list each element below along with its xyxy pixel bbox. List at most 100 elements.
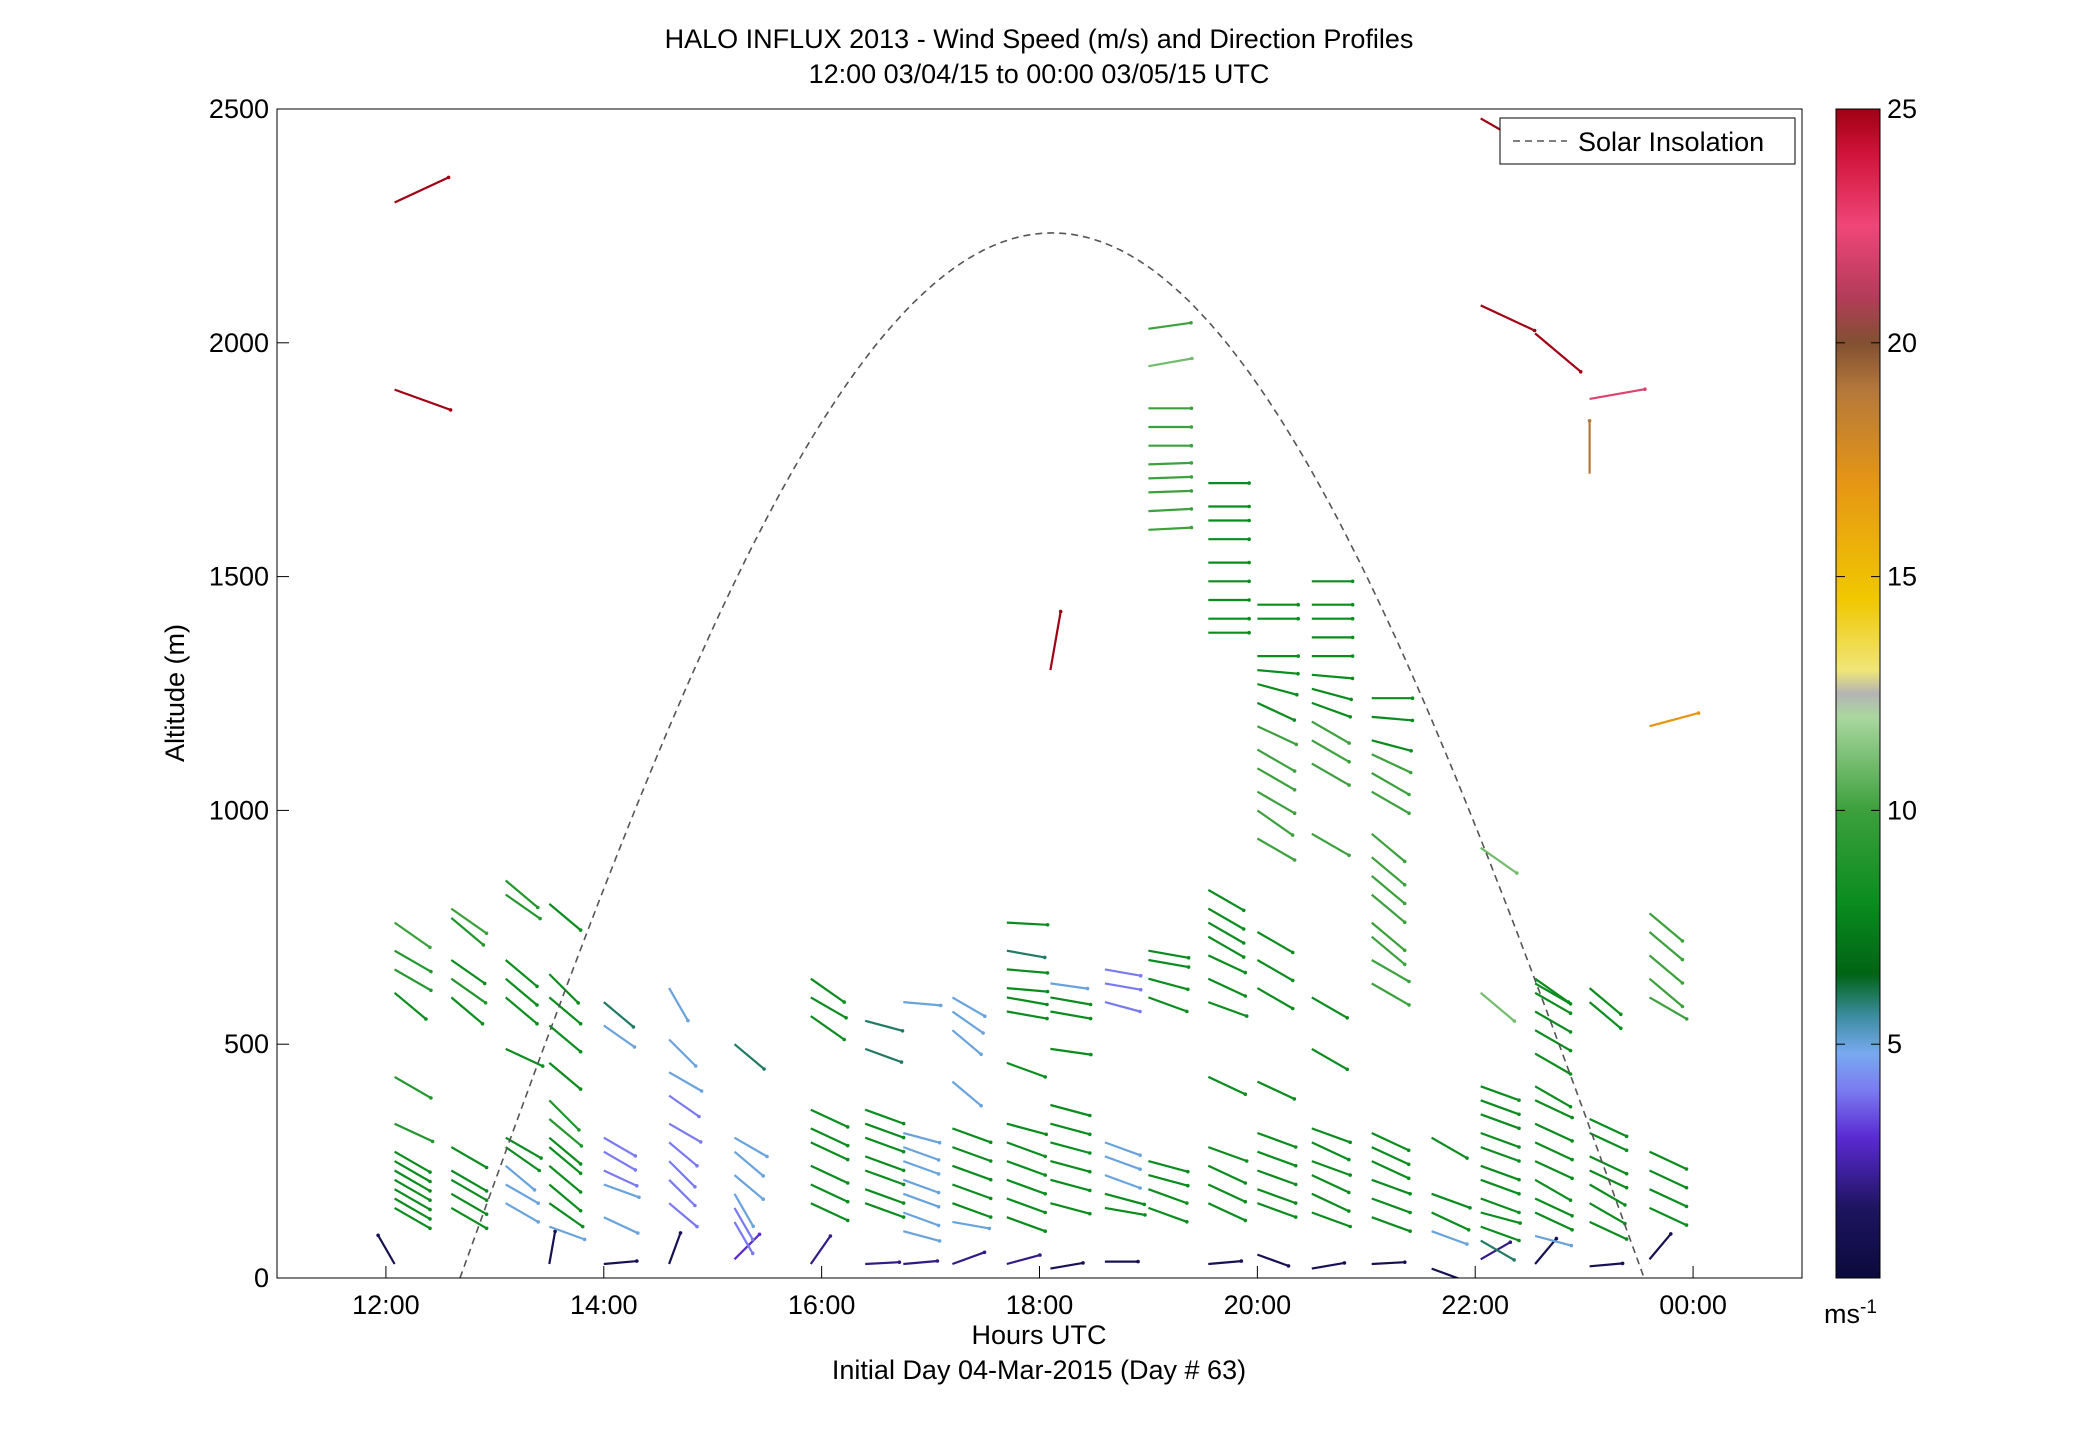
wind-vector xyxy=(1257,1253,1291,1268)
wind-vector xyxy=(1049,609,1063,671)
wind-vector xyxy=(1148,1206,1189,1224)
wind-vector xyxy=(1431,1211,1471,1232)
wind-vector xyxy=(1208,537,1251,541)
wind-vector xyxy=(450,1206,489,1231)
wind-vector xyxy=(1589,1118,1629,1139)
wind-vector xyxy=(1479,991,1517,1023)
wind-vector xyxy=(1207,907,1246,931)
wind-vector xyxy=(548,1136,583,1166)
wind-vector xyxy=(1148,1174,1190,1188)
wind-vector xyxy=(603,1216,640,1235)
wind-vector xyxy=(1311,739,1351,764)
wind-vector xyxy=(1371,772,1411,797)
wind-vector xyxy=(394,1160,432,1184)
wind-vector xyxy=(603,1136,638,1158)
wind-vector xyxy=(951,1029,983,1057)
wind-vector xyxy=(864,1188,906,1205)
wind-vector xyxy=(548,1225,587,1242)
wind-vector xyxy=(394,1075,433,1100)
wind-vector xyxy=(668,1231,683,1265)
wind-vector xyxy=(733,1232,762,1261)
plot-frame xyxy=(276,108,1803,1279)
wind-vector xyxy=(1104,1206,1147,1217)
wind-vector xyxy=(1311,762,1351,787)
wind-vector xyxy=(1431,1267,1461,1278)
wind-vector xyxy=(902,1160,941,1176)
wind-vector xyxy=(668,1094,701,1119)
wind-vector xyxy=(1311,1261,1347,1270)
wind-vector xyxy=(1371,739,1413,753)
wind-vector xyxy=(1371,1260,1407,1266)
wind-vector xyxy=(1104,1001,1142,1014)
wind-vector xyxy=(1104,1141,1142,1157)
wind-vector xyxy=(1257,616,1300,621)
wind-vector xyxy=(1371,790,1411,815)
wind-vector xyxy=(1480,846,1519,875)
wind-vector xyxy=(952,1127,993,1145)
wind-vector xyxy=(733,1207,755,1242)
wind-vector xyxy=(394,1206,432,1231)
wind-vector xyxy=(668,1179,697,1208)
wind-vector xyxy=(810,1141,850,1162)
wind-vector xyxy=(1480,1239,1516,1262)
wind-vector xyxy=(1257,1150,1298,1168)
wind-vector xyxy=(603,1024,637,1049)
wind-vector xyxy=(864,1122,906,1140)
wind-vector xyxy=(505,1047,545,1068)
wind-vector xyxy=(1588,987,1623,1017)
wind-vector xyxy=(668,987,690,1023)
wind-vector xyxy=(1589,1132,1629,1153)
colorbar-tick-label: 10 xyxy=(1887,795,1917,825)
wind-vector xyxy=(952,1250,987,1266)
wind-vector xyxy=(548,1118,584,1148)
wind-vector xyxy=(450,1146,489,1170)
wind-vector xyxy=(450,996,485,1026)
wind-vector xyxy=(865,1260,902,1266)
x-axis-label: Hours UTC xyxy=(971,1320,1106,1350)
wind-vector xyxy=(1370,893,1407,924)
wind-vector xyxy=(1311,635,1355,640)
wind-vector xyxy=(1050,1047,1093,1057)
wind-vector xyxy=(1050,1178,1092,1193)
wind-vector xyxy=(1534,977,1571,1004)
wind-vector xyxy=(1208,518,1251,523)
wind-vector xyxy=(903,1230,942,1243)
wind-vector xyxy=(1006,987,1050,994)
wind-vector xyxy=(603,1169,639,1188)
wind-vector xyxy=(1208,616,1251,621)
wind-vector xyxy=(394,1188,432,1212)
wind-vector xyxy=(1104,968,1143,978)
wind-vector xyxy=(504,977,539,1007)
wind-vector xyxy=(952,1164,993,1182)
wind-vector xyxy=(548,1202,585,1229)
wind-vector xyxy=(1208,504,1251,509)
wind-vector xyxy=(668,1202,699,1229)
wind-vector xyxy=(1311,996,1349,1020)
wind-vector xyxy=(1311,616,1355,621)
wind-vector xyxy=(1534,1122,1574,1143)
wind-vector xyxy=(1256,837,1297,862)
wind-vector xyxy=(668,1122,703,1144)
wind-vector xyxy=(1104,982,1143,992)
wind-vector xyxy=(864,1155,906,1173)
wind-vector xyxy=(1534,1010,1573,1034)
wind-vector xyxy=(1480,1225,1521,1243)
wind-vector xyxy=(952,1146,993,1163)
wind-vector xyxy=(1480,304,1537,333)
wind-vector xyxy=(1370,856,1407,887)
legend-label: Solar Insolation xyxy=(1578,127,1764,157)
wind-vector xyxy=(1104,1174,1142,1190)
wind-vector xyxy=(1050,1010,1093,1021)
wind-vector xyxy=(1104,1259,1140,1264)
wind-vector xyxy=(733,1221,755,1256)
wind-vector xyxy=(1006,949,1047,960)
wind-vector xyxy=(1534,1099,1574,1120)
colorbar-tick-label: 5 xyxy=(1887,1029,1902,1059)
colorbar-tick-label: 25 xyxy=(1887,94,1917,124)
wind-vector xyxy=(1148,321,1193,330)
wind-vector xyxy=(733,1193,755,1229)
wind-vector xyxy=(1207,1183,1248,1204)
wind-vector xyxy=(1050,1261,1085,1270)
wind-vector xyxy=(1480,1164,1521,1182)
